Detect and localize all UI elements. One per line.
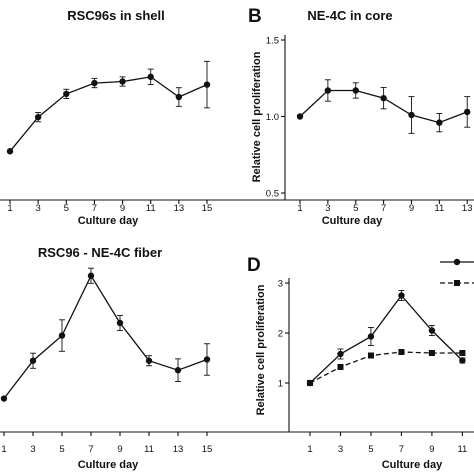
x-tick-label: 15: [202, 203, 213, 214]
x-tick-label: 3: [35, 203, 40, 214]
y-tick-label: 3: [278, 279, 283, 290]
data-point: [367, 352, 374, 359]
x-tick-label: 9: [117, 444, 122, 455]
x-tick-label: 11: [146, 203, 156, 214]
data-point: [175, 93, 183, 101]
panel-a-plot-area: 1 3 5 7 9 11 13 15: [0, 60, 474, 214]
x-tick-label: 7: [88, 444, 93, 455]
series-line: [9, 76, 208, 152]
x-tick-label: 11: [144, 444, 154, 455]
x-tick-label: 1: [1, 444, 6, 455]
x-tick-label: 7: [92, 203, 97, 214]
x-tick-label: 5: [64, 203, 69, 214]
data-point: [203, 356, 211, 363]
data-point: [408, 111, 415, 119]
data-point: [398, 349, 405, 355]
data-point: [459, 350, 466, 356]
x-tick-label: 9: [429, 444, 434, 455]
legend-marker-circle: [453, 258, 461, 266]
data-point: [428, 350, 435, 356]
y-tick-label: 2: [278, 329, 283, 340]
legend-marker-square: [454, 280, 460, 286]
y-tick-label: 1: [278, 379, 283, 390]
panel-b-letter: B: [248, 6, 262, 27]
x-tick-label: 7: [381, 203, 386, 214]
panel-d-legend: [440, 258, 474, 286]
panel-b-xlabel: Culture day: [322, 215, 383, 227]
panel-b: B NE-4C in core Relative cell proliferat…: [248, 6, 474, 227]
data-point: [147, 73, 154, 81]
data-point: [380, 94, 387, 102]
data-point: [337, 350, 344, 358]
x-tick-label: 9: [120, 203, 125, 214]
series-line: [309, 351, 463, 384]
data-point: [398, 292, 405, 299]
data-point: [58, 332, 66, 339]
panel-d-letter: D: [247, 255, 261, 276]
x-tick-label: 11: [457, 444, 467, 455]
data-point: [337, 364, 344, 370]
data-point: [352, 87, 359, 94]
x-tick-label: 13: [462, 203, 473, 214]
panel-c-xlabel: Culture day: [78, 459, 139, 471]
data-point: [174, 366, 182, 374]
x-tick-label: 3: [30, 444, 35, 455]
x-tick-label: 1: [297, 203, 302, 214]
data-point: [91, 79, 98, 87]
panel-b-title: NE-4C in core: [307, 8, 392, 23]
y-tick-label: 1.5: [266, 36, 279, 47]
x-tick-label: 5: [353, 203, 358, 214]
panel-d: D Relative cell proliferation 1 3 5 7 9 11123…: [247, 255, 474, 471]
y-tick-label: 1.0: [266, 112, 279, 123]
data-point: [203, 81, 211, 88]
x-tick-label: 3: [338, 444, 343, 455]
panel-c-title: RSC96 - NE-4C fiber: [38, 245, 162, 260]
panel-b-ylabel: Relative cell proliferation: [251, 51, 263, 182]
x-tick-label: 5: [59, 444, 64, 455]
series-line: [3, 274, 208, 399]
data-point: [34, 113, 42, 121]
x-tick-label: 7: [399, 444, 404, 455]
panel-a-title: RSC96s in shell: [67, 8, 165, 23]
panel-a-xlabel: Culture day: [78, 215, 139, 227]
panel-c: RSC96 - NE-4C fiber 1 3 5 7 9 11 13 15 Culture …: [0, 245, 474, 471]
data-point: [464, 108, 471, 116]
data-point: [459, 357, 466, 364]
panel-d-xlabel: Culture day: [382, 459, 443, 471]
panel-d-ylabel: Relative cell proliferation: [255, 284, 267, 415]
x-tick-label: 3: [325, 203, 330, 214]
data-point: [119, 78, 126, 85]
data-point: [145, 357, 153, 364]
panel-b-plot-area: 1 3 5 7 9 11 130.51.01.5: [266, 35, 474, 214]
data-point: [116, 319, 124, 327]
x-tick-label: 1: [307, 444, 312, 455]
data-point: [307, 380, 313, 386]
x-tick-label: 11: [434, 203, 444, 214]
data-point: [296, 113, 304, 120]
data-point: [63, 90, 70, 98]
data-point: [6, 148, 14, 155]
data-point: [324, 87, 332, 94]
data-point: [0, 395, 8, 402]
x-tick-label: 13: [173, 444, 184, 455]
panel-a: RSC96s in shell 1 3 5 7 9 11 13 15 Culture day: [0, 8, 474, 227]
data-point: [87, 272, 95, 279]
data-point: [428, 327, 436, 334]
data-point: [367, 333, 375, 340]
x-tick-label: 9: [409, 203, 414, 214]
series-line: [309, 294, 463, 384]
x-tick-label: 13: [174, 203, 185, 214]
x-tick-label: 15: [202, 444, 213, 455]
data-point: [436, 119, 443, 126]
x-tick-label: 5: [368, 444, 373, 455]
x-tick-label: 1: [7, 203, 12, 214]
y-tick-label: 0.5: [266, 189, 279, 200]
data-point: [29, 357, 37, 364]
